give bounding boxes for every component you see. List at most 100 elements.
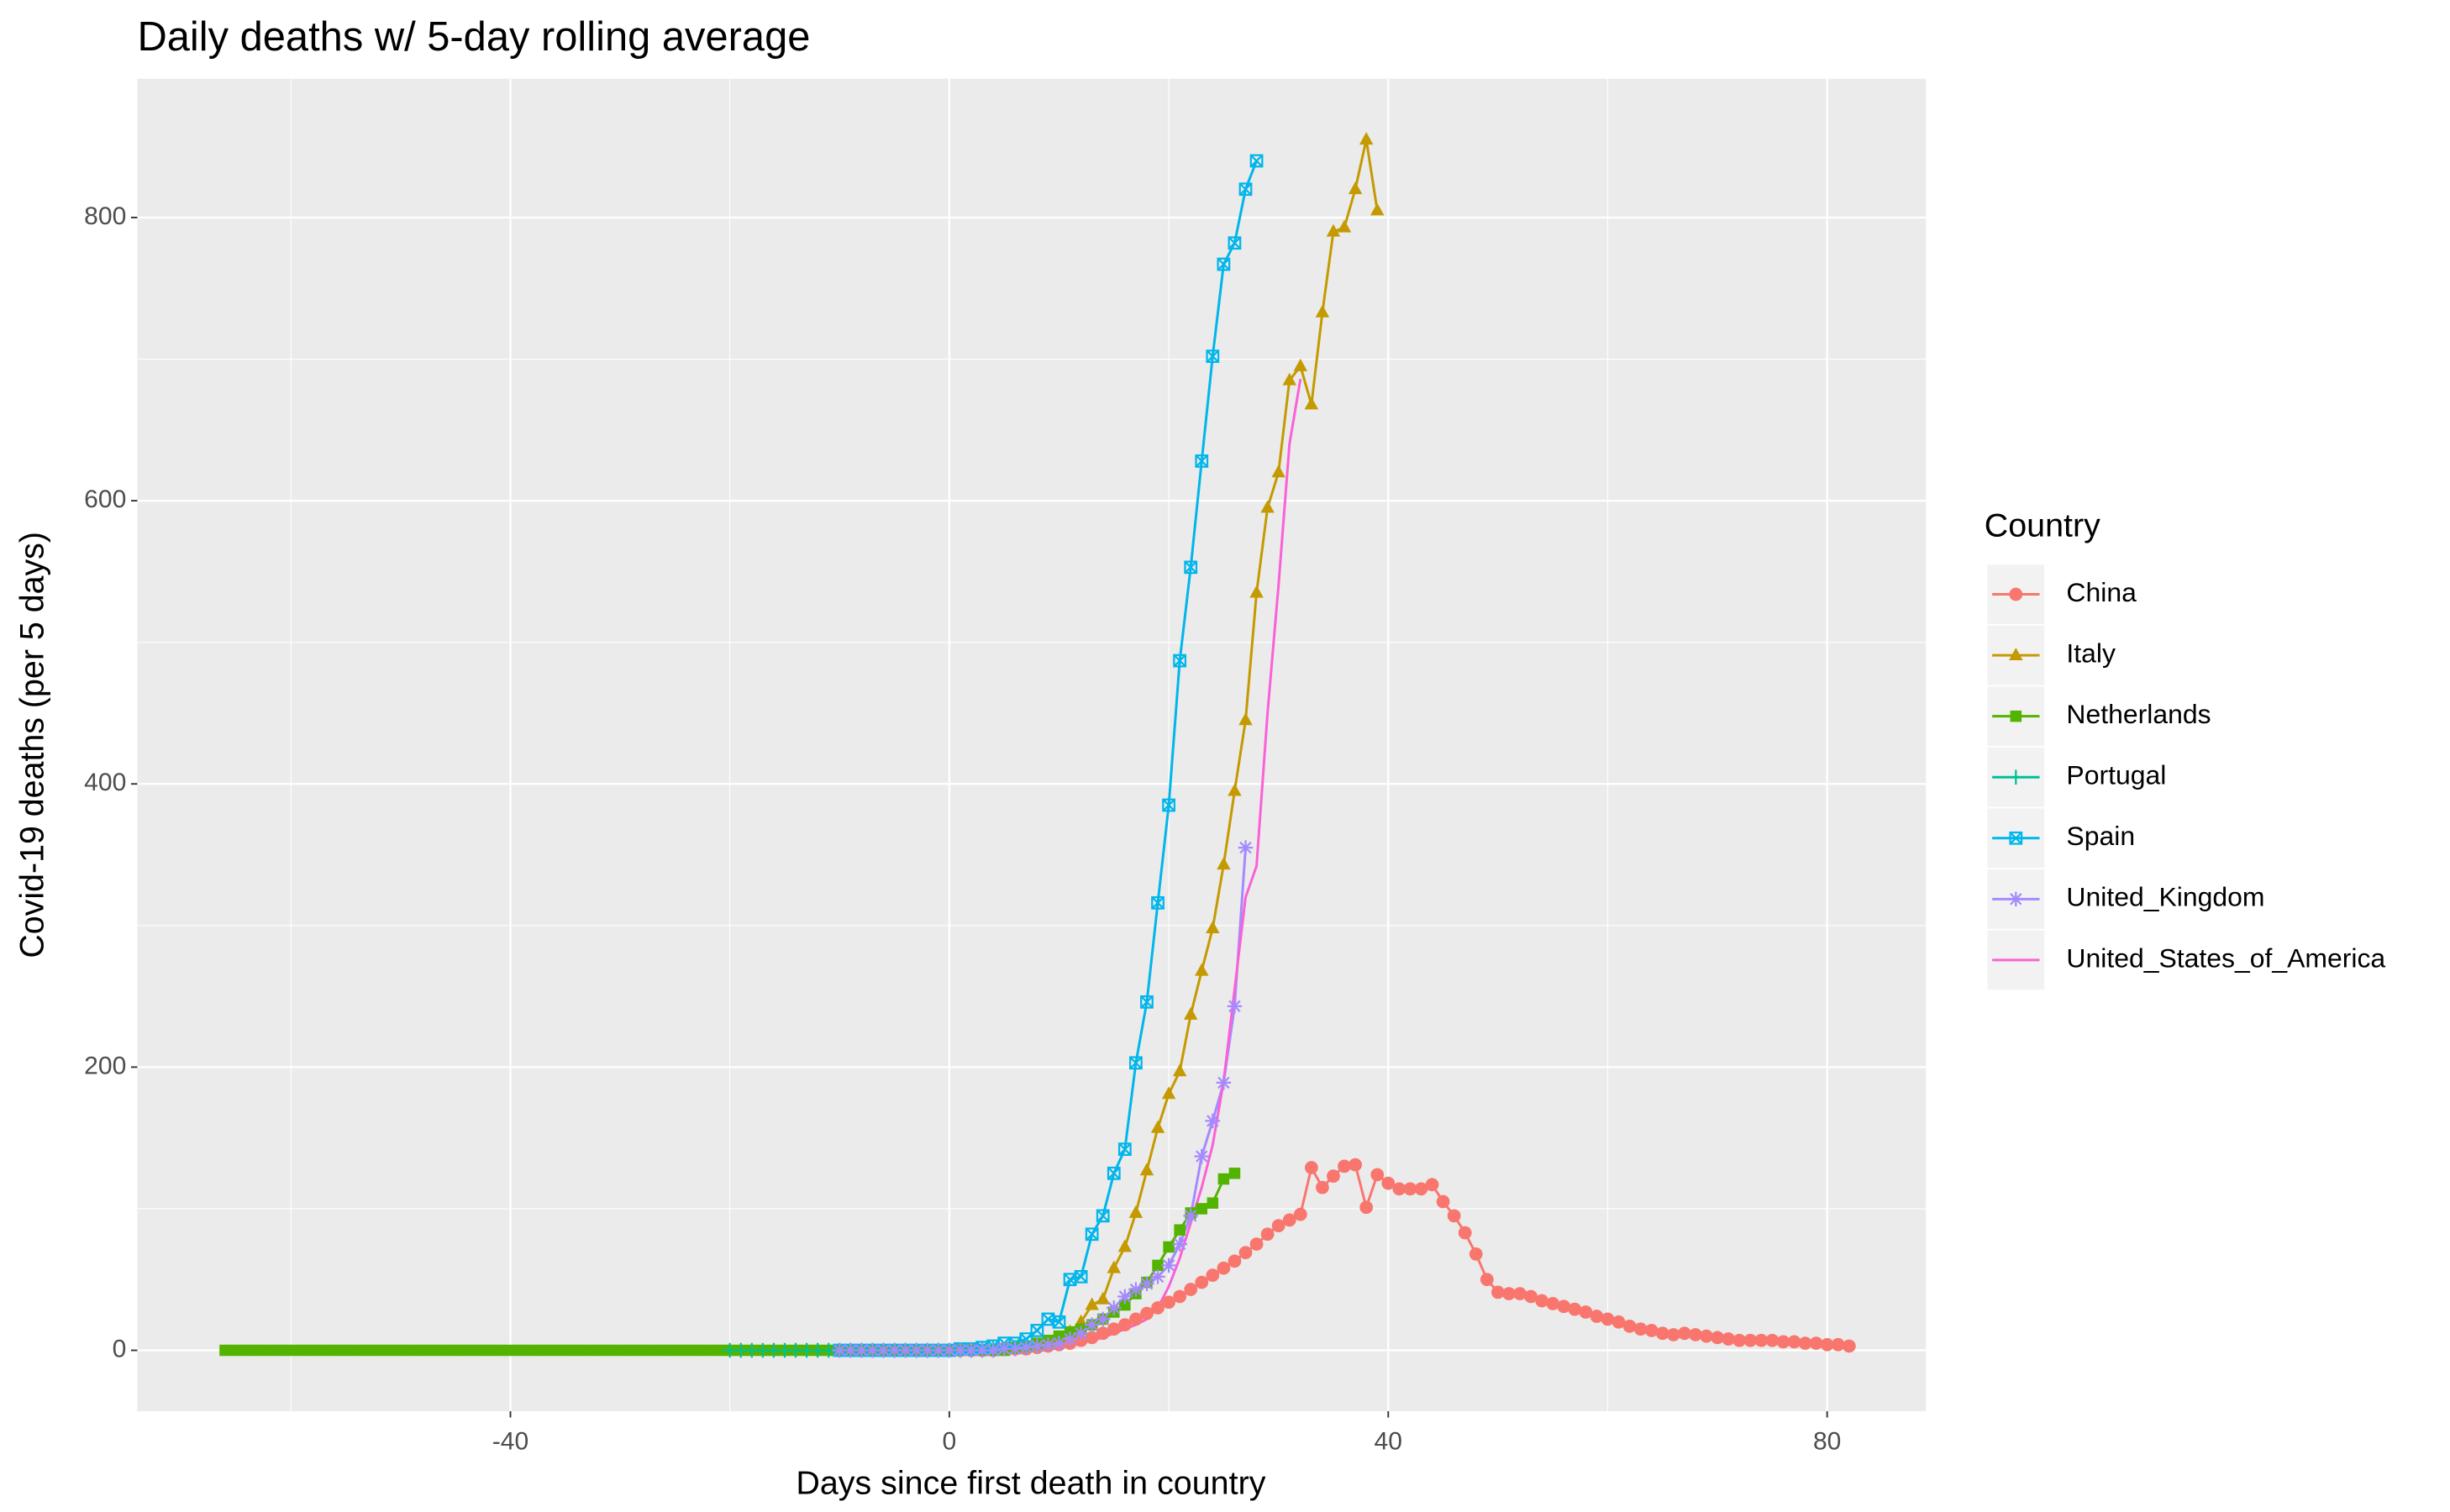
point-part xyxy=(1173,1237,1186,1251)
point-part xyxy=(450,1344,461,1357)
point xyxy=(1831,1337,1845,1352)
point-part xyxy=(1842,1339,1856,1353)
point-part xyxy=(986,1344,1000,1357)
point-part xyxy=(1174,1224,1186,1236)
point xyxy=(1172,1063,1187,1077)
point xyxy=(1348,181,1363,195)
point xyxy=(1217,1261,1231,1275)
point-part xyxy=(1425,1178,1439,1192)
point-part xyxy=(833,1344,846,1357)
point xyxy=(439,1344,450,1357)
point xyxy=(1217,257,1231,271)
point xyxy=(1316,1180,1329,1194)
point xyxy=(1260,1227,1275,1242)
point-part xyxy=(428,1344,439,1357)
point xyxy=(1216,1075,1232,1090)
point xyxy=(1162,1295,1175,1310)
point xyxy=(1403,1182,1417,1196)
point xyxy=(875,1342,891,1358)
point-part xyxy=(1162,798,1175,812)
point-part xyxy=(1633,1322,1648,1336)
point xyxy=(1195,1275,1209,1289)
point xyxy=(1227,999,1243,1014)
point xyxy=(1206,1268,1220,1283)
point-part xyxy=(1392,1182,1406,1196)
point-part xyxy=(932,1344,945,1357)
point xyxy=(1260,500,1275,513)
point xyxy=(339,1344,352,1357)
point xyxy=(1129,1312,1143,1326)
point-part xyxy=(219,1344,231,1357)
point xyxy=(373,1344,385,1357)
point-part xyxy=(1436,1194,1450,1209)
point-part xyxy=(1754,1333,1769,1347)
point xyxy=(1238,712,1253,726)
point-part xyxy=(1238,182,1253,196)
point-part xyxy=(1304,396,1319,410)
point-part xyxy=(1743,1333,1758,1347)
point-part xyxy=(560,1344,571,1357)
point xyxy=(1128,1282,1144,1297)
point-part xyxy=(241,1344,253,1357)
point-part xyxy=(1700,1329,1713,1343)
point-part xyxy=(1239,841,1252,854)
point xyxy=(1238,1246,1253,1260)
point xyxy=(1184,1283,1198,1296)
point-part xyxy=(1151,896,1165,910)
point xyxy=(2010,710,2022,722)
point-part xyxy=(548,1344,560,1357)
point-part xyxy=(1183,1006,1198,1020)
point-part xyxy=(504,1344,517,1357)
point xyxy=(417,1344,428,1357)
point-part xyxy=(1249,1237,1264,1251)
point-part xyxy=(1271,1219,1285,1233)
point-part xyxy=(1063,1273,1077,1286)
point-part xyxy=(1151,895,1165,910)
point-part xyxy=(1140,995,1154,1009)
point-part xyxy=(1118,1290,1132,1303)
point xyxy=(1711,1331,1724,1345)
point-part xyxy=(943,1344,956,1357)
point-part xyxy=(471,1344,484,1357)
point xyxy=(1732,1333,1747,1347)
point xyxy=(603,1344,615,1357)
point-part xyxy=(493,1344,506,1357)
point-part xyxy=(1064,1332,1076,1346)
point-part xyxy=(669,1344,681,1357)
point-part xyxy=(1184,560,1198,575)
point xyxy=(1776,1335,1790,1349)
point xyxy=(1315,304,1330,318)
point-part xyxy=(1249,154,1264,168)
point xyxy=(1107,1260,1122,1273)
y-tick-label: 600 xyxy=(84,486,126,513)
point-part xyxy=(307,1344,319,1357)
point-part xyxy=(1535,1294,1549,1308)
point-part xyxy=(1206,1268,1220,1283)
point-part xyxy=(1041,1312,1054,1326)
point-part xyxy=(1316,1180,1329,1194)
point-part xyxy=(1502,1287,1516,1300)
chart-title: Daily deaths w/ 5-day rolling average xyxy=(137,14,810,60)
point-part xyxy=(1118,1142,1132,1156)
point xyxy=(537,1344,549,1357)
point-part xyxy=(1250,154,1264,168)
point-part xyxy=(1238,1246,1253,1260)
point-part xyxy=(1030,1324,1044,1337)
point xyxy=(702,1344,714,1357)
point-part xyxy=(1513,1287,1527,1300)
point-part xyxy=(1162,1295,1175,1310)
point-part xyxy=(965,1344,978,1357)
y-tick-label: 200 xyxy=(84,1052,126,1079)
point xyxy=(1271,465,1285,478)
point xyxy=(691,1344,703,1357)
point xyxy=(1151,895,1165,910)
point xyxy=(1842,1339,1856,1353)
point-part xyxy=(1206,349,1220,364)
point xyxy=(1282,372,1296,386)
point xyxy=(1074,1269,1088,1284)
point-part xyxy=(1195,454,1208,468)
point xyxy=(1425,1178,1439,1192)
point-part xyxy=(1315,304,1330,318)
point xyxy=(460,1344,473,1357)
point-part xyxy=(1086,1227,1099,1241)
